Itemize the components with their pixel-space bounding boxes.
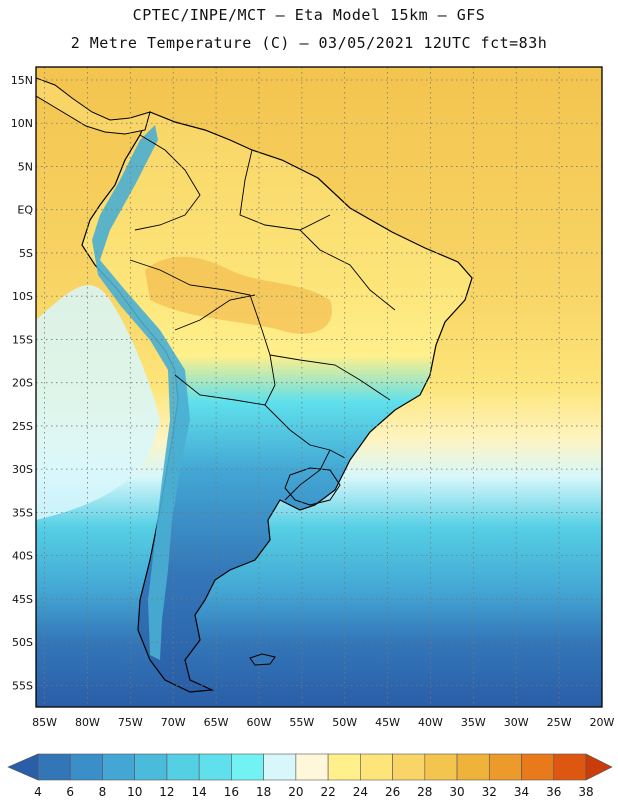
colorbar-label: 20 — [288, 785, 303, 799]
colorbar-segment — [166, 753, 200, 781]
lat-tick-label: 45S — [12, 593, 33, 606]
lon-tick-label: 25W — [547, 716, 572, 729]
lat-tick-label: 30S — [12, 463, 33, 476]
colorbar-segment — [37, 753, 71, 781]
colorbar-label: 22 — [320, 785, 335, 799]
lat-tick-label: 15S — [12, 333, 33, 346]
andes-cold-strip — [92, 125, 190, 660]
lon-tick-label: 85W — [32, 716, 57, 729]
colorbar-segment — [553, 753, 587, 781]
colorbar-label: 16 — [224, 785, 239, 799]
colorbar-label: 8 — [99, 785, 107, 799]
lat-tick-label: 40S — [12, 550, 33, 563]
title-line-2: 2 Metre Temperature (C) – 03/05/2021 12U… — [70, 34, 548, 52]
temperature-map: 15N 10N 5N EQ 5S 10S 15S 20S 25S 30S 35S 40S 45S 50S 5… — [11, 66, 615, 729]
colorbar-max-arrow — [585, 753, 613, 781]
lon-tick-label: 40W — [418, 716, 443, 729]
title-line-1: CPTEC/INPE/MCT – Eta Model 15km – GFS — [132, 6, 486, 24]
colorbar-segment — [327, 753, 361, 781]
pacific-cool-tongue — [36, 285, 160, 520]
colorbar-segment — [102, 753, 136, 781]
colorbar-label: 14 — [192, 785, 207, 799]
lon-tick-label: 60W — [247, 716, 272, 729]
amazon-hot-zone — [145, 256, 332, 334]
colorbar-label: 6 — [66, 785, 74, 799]
colorbar-segment — [488, 753, 522, 781]
colorbar-segment — [231, 753, 264, 781]
lon-tick-label: 45W — [375, 716, 400, 729]
colorbar-segment — [456, 753, 490, 781]
lat-tick-label: 10N — [11, 117, 33, 130]
colorbar-label: 4 — [34, 785, 42, 799]
lat-tick-label: 15N — [11, 74, 33, 87]
lat-tick-label: 50S — [12, 636, 33, 649]
lon-tick-label: 30W — [504, 716, 529, 729]
colorbar-segment — [69, 753, 103, 781]
colorbar-label: 38 — [578, 785, 593, 799]
colorbar-label: 26 — [385, 785, 400, 799]
lat-tick-label: EQ — [17, 204, 33, 217]
colorbar-segment — [360, 753, 393, 781]
lat-lon-grid — [36, 67, 602, 707]
lat-tick-label: 10S — [12, 290, 33, 303]
colorbar-label: 10 — [127, 785, 142, 799]
colorbar-label: 36 — [546, 785, 561, 799]
lon-tick-label: 50W — [332, 716, 357, 729]
lon-tick-label: 35W — [461, 716, 486, 729]
country-borders — [129, 134, 396, 501]
colorbar-label: 12 — [159, 785, 174, 799]
lon-tick-label: 55W — [289, 716, 314, 729]
longitude-ticks: 85W 80W 75W 70W 65W 60W 55W 50W 45W 40W 35W 30W 25W 2… — [32, 716, 614, 729]
colorbar-segment — [392, 753, 426, 781]
map-frame — [35, 66, 603, 708]
colorbar-segment — [198, 753, 232, 781]
lat-tick-label: 5S — [19, 247, 33, 260]
colorbar-segment — [295, 753, 329, 781]
colorbar-label: 32 — [482, 785, 497, 799]
central-america — [36, 77, 151, 135]
colorbar-label: 24 — [353, 785, 368, 799]
lat-tick-label: 20S — [12, 377, 33, 390]
colorbar-segment — [424, 753, 458, 781]
lon-tick-label: 20W — [590, 716, 615, 729]
colorbar-label: 18 — [256, 785, 271, 799]
lon-tick-label: 80W — [75, 716, 100, 729]
lon-tick-label: 65W — [204, 716, 229, 729]
lat-tick-label: 35S — [12, 506, 33, 519]
colorbar-min-arrow — [7, 753, 39, 781]
lat-tick-label: 25S — [12, 420, 33, 433]
colorbar-label: 34 — [514, 785, 529, 799]
latitude-ticks: 15N 10N 5N EQ 5S 10S 15S 20S 25S 30S 35S 40S 45S 50S 5… — [11, 74, 34, 692]
colorbar: 4 6 8 10 12 14 16 18 20 22 24 26 28 30 32 34 36 38 — [7, 753, 613, 799]
lon-tick-label: 75W — [118, 716, 143, 729]
lat-tick-label: 55S — [12, 679, 33, 692]
colorbar-segment — [521, 753, 555, 781]
falkland-islands — [249, 653, 276, 666]
colorbar-segment — [263, 753, 297, 781]
lat-tick-label: 5N — [18, 160, 33, 173]
uruguay-outline — [284, 467, 341, 506]
colorbar-label: 28 — [417, 785, 432, 799]
colorbar-segment — [134, 753, 168, 781]
lon-tick-label: 70W — [161, 716, 186, 729]
colorbar-label: 30 — [449, 785, 464, 799]
